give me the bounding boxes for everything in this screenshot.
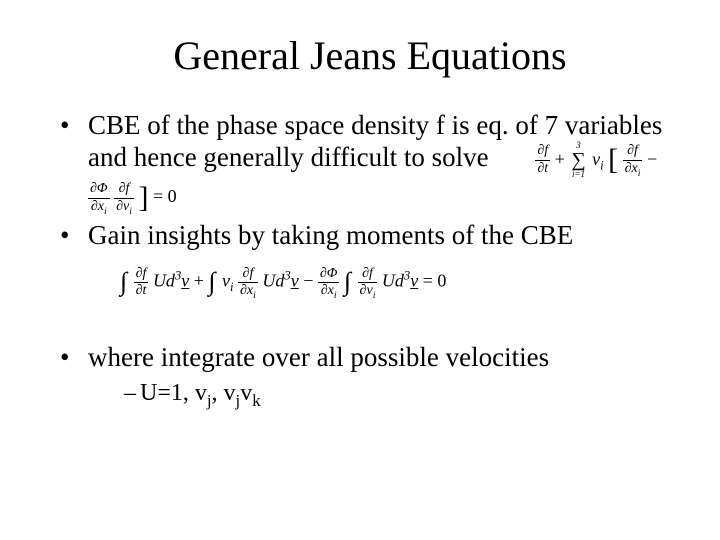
bullet-list: CBE of the phase space density f is eq. … — [60, 109, 680, 252]
equation-moments: ∫ ∂f∂t Ud3v + ∫ vi ∂f∂xi Ud3v − ∂Φ∂xi ∫ … — [120, 266, 680, 299]
slide-root: General Jeans Equations CBE of the phase… — [0, 0, 720, 540]
bullet-2: Gain insights by taking moments of the C… — [60, 219, 680, 251]
bullet-3: where integrate over all possible veloci… — [60, 341, 680, 408]
bullet-2-text: Gain insights by taking moments of the C… — [88, 220, 573, 250]
bullet-3-text: where integrate over all possible veloci… — [88, 342, 549, 372]
sub-bullet: –U=1, vj, vjvk — [88, 379, 680, 408]
bullet-list-2: where integrate over all possible veloci… — [60, 341, 680, 408]
sigma-icon: 3 ∑ i=1 — [571, 141, 585, 179]
slide-title: General Jeans Equations — [60, 32, 680, 79]
bullet-1: CBE of the phase space density f is eq. … — [60, 109, 680, 215]
